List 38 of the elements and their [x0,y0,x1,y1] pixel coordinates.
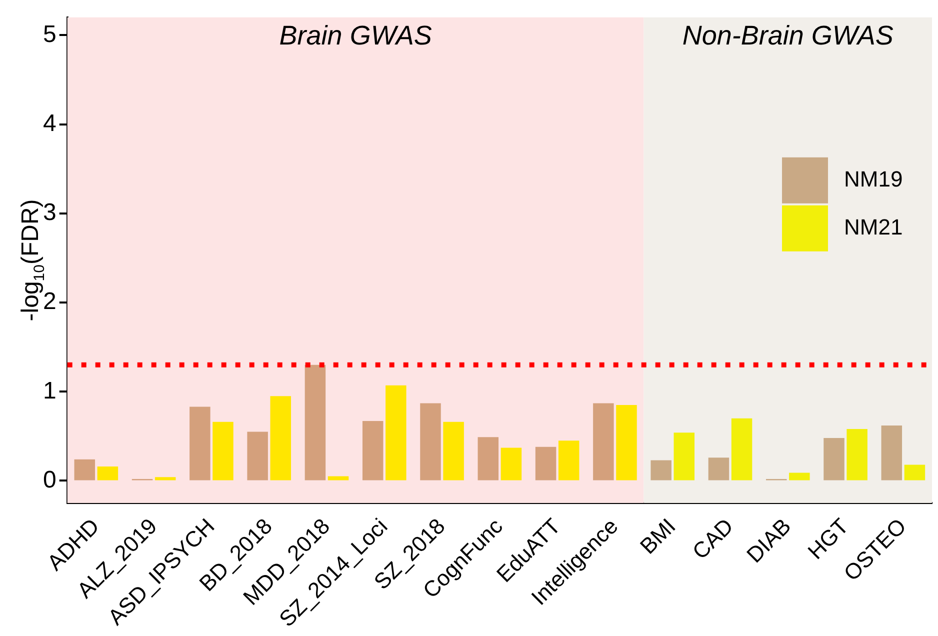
bar [212,422,234,480]
band-label: Non-Brain GWAS [682,20,894,50]
bar [674,432,695,480]
bar [881,425,902,480]
bar [650,460,672,480]
bar [478,437,499,480]
bar [304,364,326,480]
bar [558,440,580,480]
bar [904,464,926,480]
bar [362,421,384,480]
y-tick-label: 0 [42,466,56,494]
x-tick-label: BMI [635,513,680,559]
bar [74,459,96,480]
bar [154,477,176,480]
bar [386,385,406,480]
bar [500,448,522,480]
bar [824,438,844,480]
x-tick-label: CAD [688,513,738,564]
bar [190,406,210,480]
bar [846,429,868,480]
bar [731,418,752,480]
bar [420,403,441,480]
bar [593,403,614,480]
y-tick-label: 4 [42,110,56,137]
legend-label: NM19 [844,166,903,192]
bar [535,446,556,480]
bar [708,458,730,480]
y-tick-label: 3 [42,199,56,226]
bar [247,432,268,480]
bar [789,472,810,480]
bar [443,422,464,480]
bar [616,404,637,480]
y-tick-label: 5 [42,20,56,48]
y-tick-label: 1 [42,377,56,404]
bar [97,466,118,480]
bar [270,396,292,480]
band-label: Brain GWAS [279,20,432,50]
legend-label: NM21 [844,214,903,240]
